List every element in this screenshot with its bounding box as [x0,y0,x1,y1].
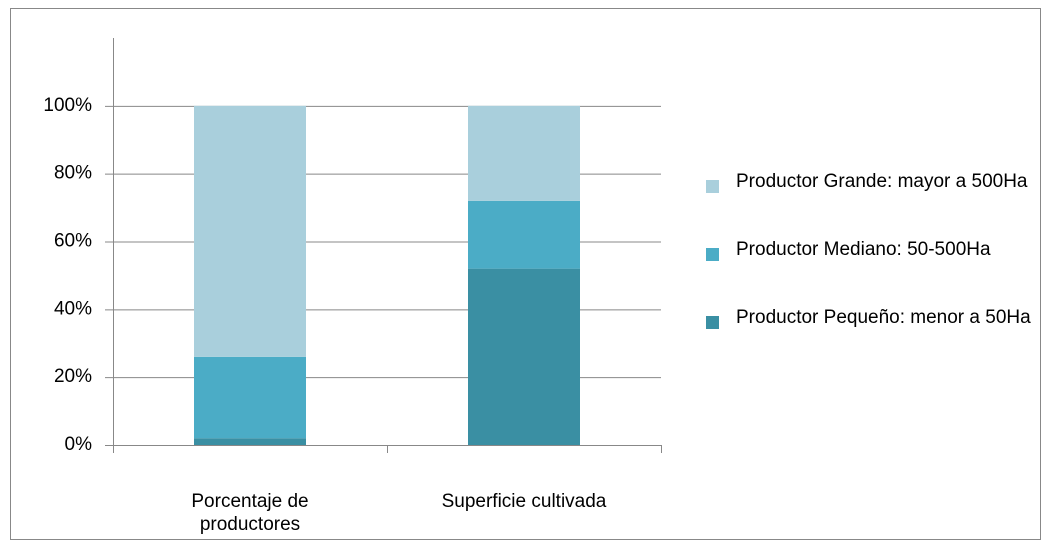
legend-swatch [706,180,719,193]
y-tick-label: 100% [43,95,92,116]
y-tick-label: 40% [54,298,92,319]
y-tick-label: 60% [54,231,92,252]
x-tick-label: Superficie cultivada [441,491,607,512]
legend-label: Productor Pequeño: menor a 50Ha [736,307,1031,328]
legend-swatch [706,248,719,261]
x-tick-label: Porcentaje de productores [191,491,309,535]
legend-label: Productor Mediano: 50-500Ha [736,239,991,260]
legend-label: Productor Grande: mayor a 500Ha [736,171,1028,192]
bar-segment [468,268,580,445]
y-tick-label: 20% [54,366,92,387]
bar-segment [194,438,306,445]
bar-segment [194,105,306,357]
bar-segment [468,200,580,269]
y-tick-label: 0% [65,434,93,455]
y-tick-label: 80% [54,163,92,184]
legend-swatch [706,316,719,329]
chart-border [10,8,1041,540]
bar-segment [194,356,306,439]
bar-segment [468,105,580,201]
